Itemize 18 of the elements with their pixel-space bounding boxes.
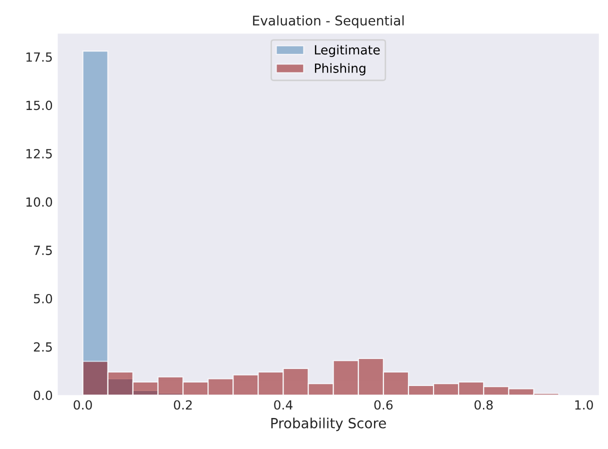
y-tick-label: 5.0 [34,294,52,304]
x-tick-label: 0.4 [274,400,292,410]
legend-label: Phishing [314,63,366,76]
x-tick-label: 0.2 [174,400,192,410]
y-tick-label: 15.0 [26,100,52,110]
chart-title: Evaluation - Sequential [253,15,404,28]
y-tick-label: 17.5 [26,52,52,62]
y-tick-label: 0.0 [34,390,52,400]
y-tick-label: 10.0 [26,197,52,207]
x-tick-label: 0.8 [474,400,493,410]
x-axis-title: Probability Score [271,418,386,432]
y-tick-label: 12.5 [26,148,52,158]
y-tick-label: 7.5 [34,246,52,256]
x-tick-label: 0.0 [74,400,92,410]
y-tick-label: 2.5 [34,342,52,352]
legend-label: Legitimate [314,44,380,58]
x-tick-label: 1.0 [575,400,593,410]
x-tick-label: 0.6 [374,400,393,410]
